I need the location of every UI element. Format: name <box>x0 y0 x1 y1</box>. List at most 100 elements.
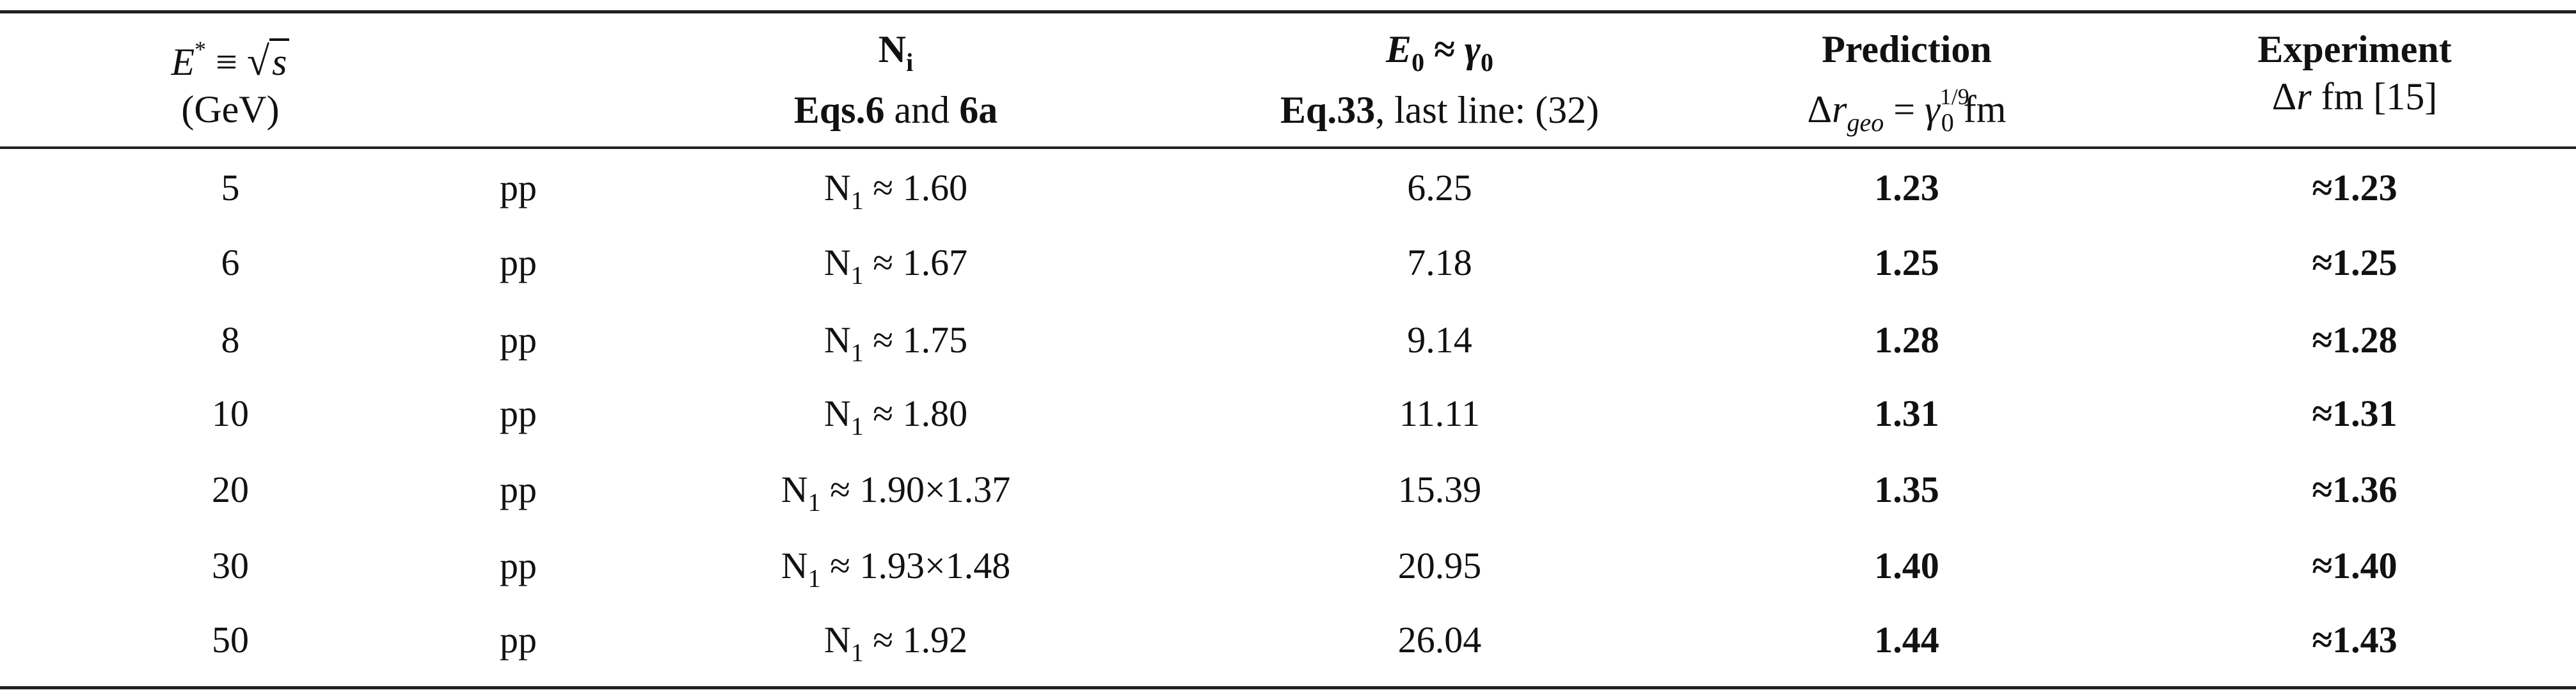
header-ni: Ni Eqs.6 and 6a <box>672 26 1120 134</box>
cell-experiment: ≈1.36 <box>2312 469 2397 510</box>
cell-prediction: 1.31 <box>1874 393 1939 434</box>
cell-e0: 7.18 <box>1407 242 1472 283</box>
cell-n-prefix: N <box>823 242 851 283</box>
header-ni-and: and <box>884 89 960 131</box>
cell-experiment: ≈1.40 <box>2312 545 2397 586</box>
cell-prediction: 1.35 <box>1874 469 1939 510</box>
cell-energy: 5 <box>221 167 240 208</box>
cell-experiment: ≈1.31 <box>2312 393 2397 434</box>
cell-prediction: 1.40 <box>1874 545 1939 586</box>
header-energy-symbol: E <box>171 41 195 83</box>
header-e0-sub: 0 <box>1411 48 1425 77</box>
header-prediction-exp: 1/9 <box>1939 84 1969 109</box>
header-energy: E* ≡ √s (GeV) <box>102 26 358 133</box>
header-experiment-title: Experiment <box>2257 28 2452 70</box>
header-e0: E0 ≈ γ0 Eq.33, last line: (32) <box>1184 26 1696 134</box>
cell-n: N1 ≈ 1.93×1.48 <box>672 544 1120 593</box>
cell-experiment: ≈1.28 <box>2312 319 2397 361</box>
cell-n-sub: 1 <box>850 412 864 441</box>
cell-system: pp <box>500 393 537 434</box>
header-energy-unit: (GeV) <box>181 88 280 130</box>
cell-n-prefix: N <box>781 469 808 510</box>
cell-n-value: ≈ 1.67 <box>863 242 968 283</box>
header-e0-note: , last line: (32) <box>1375 89 1600 131</box>
cell-e0: 15.39 <box>1397 469 1482 510</box>
header-ni-symbol: N <box>878 28 907 70</box>
cell-n-value: ≈ 1.60 <box>863 167 968 208</box>
cell-system: pp <box>500 619 537 661</box>
cell-n-value: ≈ 1.93×1.48 <box>820 545 1011 586</box>
cell-n-prefix: N <box>823 319 851 361</box>
header-e0-gamma-sub: 0 <box>1480 48 1493 77</box>
cell-e0: 9.14 <box>1407 319 1472 361</box>
cell-n: N1 ≈ 1.60 <box>672 166 1120 215</box>
header-ni-sub: i <box>906 48 914 77</box>
header-prediction: Prediction Δrgeo = γ1/90 fm <box>1676 26 2137 146</box>
header-e0-gamma: γ <box>1465 28 1481 70</box>
header-experiment-unit: fm [15] <box>2311 75 2438 118</box>
header-ni-eq2: 6a <box>959 89 998 131</box>
header-prediction-eq: = <box>1884 88 1925 130</box>
header-prediction-gamma-sub: 0 <box>1941 108 1954 137</box>
cell-prediction: 1.25 <box>1874 242 1939 283</box>
cell-energy: 30 <box>212 545 249 586</box>
cell-n-value: ≈ 1.92 <box>863 619 968 661</box>
cell-n-sub: 1 <box>850 186 864 215</box>
cell-e0: 11.11 <box>1399 393 1481 434</box>
table-bottom-rule <box>0 686 2576 689</box>
cell-experiment: ≈1.25 <box>2312 242 2397 283</box>
cell-n: N1 ≈ 1.75 <box>672 318 1120 367</box>
cell-n: N1 ≈ 1.67 <box>672 240 1120 290</box>
header-e0-approx: ≈ <box>1424 28 1465 70</box>
header-energy-sup: * <box>195 36 207 62</box>
cell-energy: 50 <box>212 619 249 661</box>
cell-n-prefix: N <box>781 545 808 586</box>
header-energy-s: s <box>269 38 290 83</box>
cell-prediction: 1.23 <box>1874 167 1939 208</box>
cell-n: N1 ≈ 1.80 <box>672 391 1120 441</box>
cell-n-sub: 1 <box>850 338 864 367</box>
cell-experiment: ≈1.43 <box>2312 619 2397 661</box>
cell-n-sub: 1 <box>850 261 864 290</box>
header-experiment-r: r <box>2296 75 2312 118</box>
cell-e0: 26.04 <box>1397 619 1482 661</box>
cell-n-sub: 1 <box>807 564 821 593</box>
header-prediction-geo: geo <box>1847 108 1884 137</box>
cell-system: pp <box>500 167 537 208</box>
cell-energy: 20 <box>212 469 249 510</box>
header-experiment-delta: Δ <box>2271 75 2297 118</box>
header-ni-eq1: Eqs.6 <box>793 89 885 131</box>
cell-n-value: ≈ 1.90×1.37 <box>820 469 1011 510</box>
header-prediction-r: r <box>1832 88 1847 130</box>
table-header-rule <box>0 146 2576 149</box>
sqrt-symbol: √s <box>247 38 290 86</box>
cell-n-value: ≈ 1.80 <box>863 393 968 434</box>
cell-n: N1 ≈ 1.90×1.37 <box>672 467 1120 517</box>
header-prediction-delta: Δ <box>1807 88 1833 130</box>
cell-e0: 20.95 <box>1397 545 1482 586</box>
cell-prediction: 1.28 <box>1874 319 1939 361</box>
cell-n-sub: 1 <box>807 488 821 517</box>
cell-system: pp <box>500 319 537 361</box>
cell-prediction: 1.44 <box>1874 619 1939 661</box>
header-prediction-title: Prediction <box>1822 28 1992 70</box>
cell-system: pp <box>500 545 537 586</box>
cell-energy: 10 <box>212 393 249 434</box>
header-prediction-gamma: γ <box>1925 88 1940 130</box>
cell-energy: 8 <box>221 319 240 361</box>
header-prediction-unit: fm <box>1953 88 2007 130</box>
header-energy-equiv: ≡ <box>206 41 247 83</box>
cell-system: pp <box>500 469 537 510</box>
cell-e0: 6.25 <box>1407 167 1472 208</box>
header-experiment: Experiment Δr fm [15] <box>2124 26 2576 120</box>
header-e0-symbol: E <box>1386 28 1412 70</box>
cell-n-prefix: N <box>823 167 851 208</box>
cell-n-sub: 1 <box>850 638 864 667</box>
cell-energy: 6 <box>221 242 240 283</box>
cell-experiment: ≈1.23 <box>2312 167 2397 208</box>
cell-system: pp <box>500 242 537 283</box>
cell-n-prefix: N <box>823 619 851 661</box>
cell-n: N1 ≈ 1.92 <box>672 618 1120 667</box>
header-e0-eq: Eq.33 <box>1280 89 1376 131</box>
